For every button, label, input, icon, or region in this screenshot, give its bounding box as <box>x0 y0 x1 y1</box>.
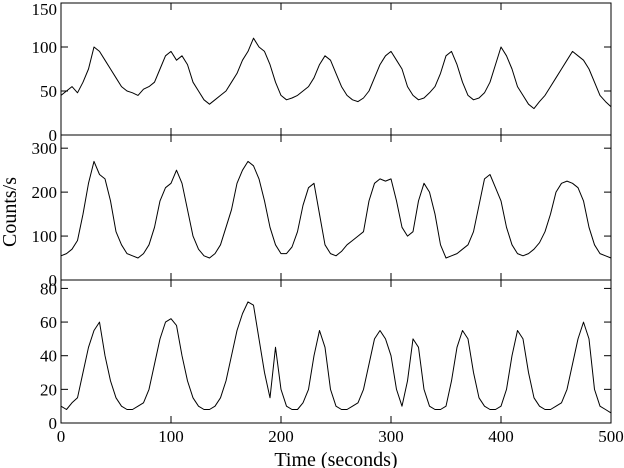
panel-2: 0 100 200 300 <box>32 134 612 290</box>
panel-1: 0 50 100 150 <box>32 0 612 145</box>
y-tick-label: 80 <box>40 279 57 298</box>
series-line-panel-1 <box>60 37 612 110</box>
y-tick-label: 100 <box>32 38 58 57</box>
x-axis-label: Time (seconds) <box>274 449 397 468</box>
y-tick-label: 0 <box>49 271 58 290</box>
x-tick-label: 100 <box>158 427 184 446</box>
y-tick-label: 0 <box>49 414 58 433</box>
y-tick-label: 300 <box>32 139 58 158</box>
x-tick-label: 0 <box>57 427 66 446</box>
y-tick-label: 60 <box>40 313 57 332</box>
y-tick-label: 100 <box>32 227 58 246</box>
y-tick-label: 40 <box>40 347 57 366</box>
panel-3: 0 20 40 60 80 <box>40 279 612 433</box>
y-tick-label: 50 <box>40 82 57 101</box>
x-tick-label: 300 <box>378 427 404 446</box>
y-tick-label: 20 <box>40 380 57 399</box>
y-tick-label: 150 <box>32 0 58 19</box>
y-axis-label: Counts/s <box>0 177 21 247</box>
y-tick-label: 200 <box>32 183 58 202</box>
series-line-panel-2 <box>60 160 612 259</box>
panel-frame <box>60 2 612 136</box>
y-tick-label: 0 <box>49 126 58 145</box>
panel-frame <box>60 279 612 424</box>
x-tick-label: 500 <box>598 427 624 446</box>
series-line-panel-3 <box>60 301 612 414</box>
x-tick-label: 400 <box>488 427 514 446</box>
x-tick-labels: 0 100 200 300 400 500 <box>57 427 624 446</box>
x-tick-label: 200 <box>268 427 294 446</box>
panel-frame <box>60 134 612 281</box>
